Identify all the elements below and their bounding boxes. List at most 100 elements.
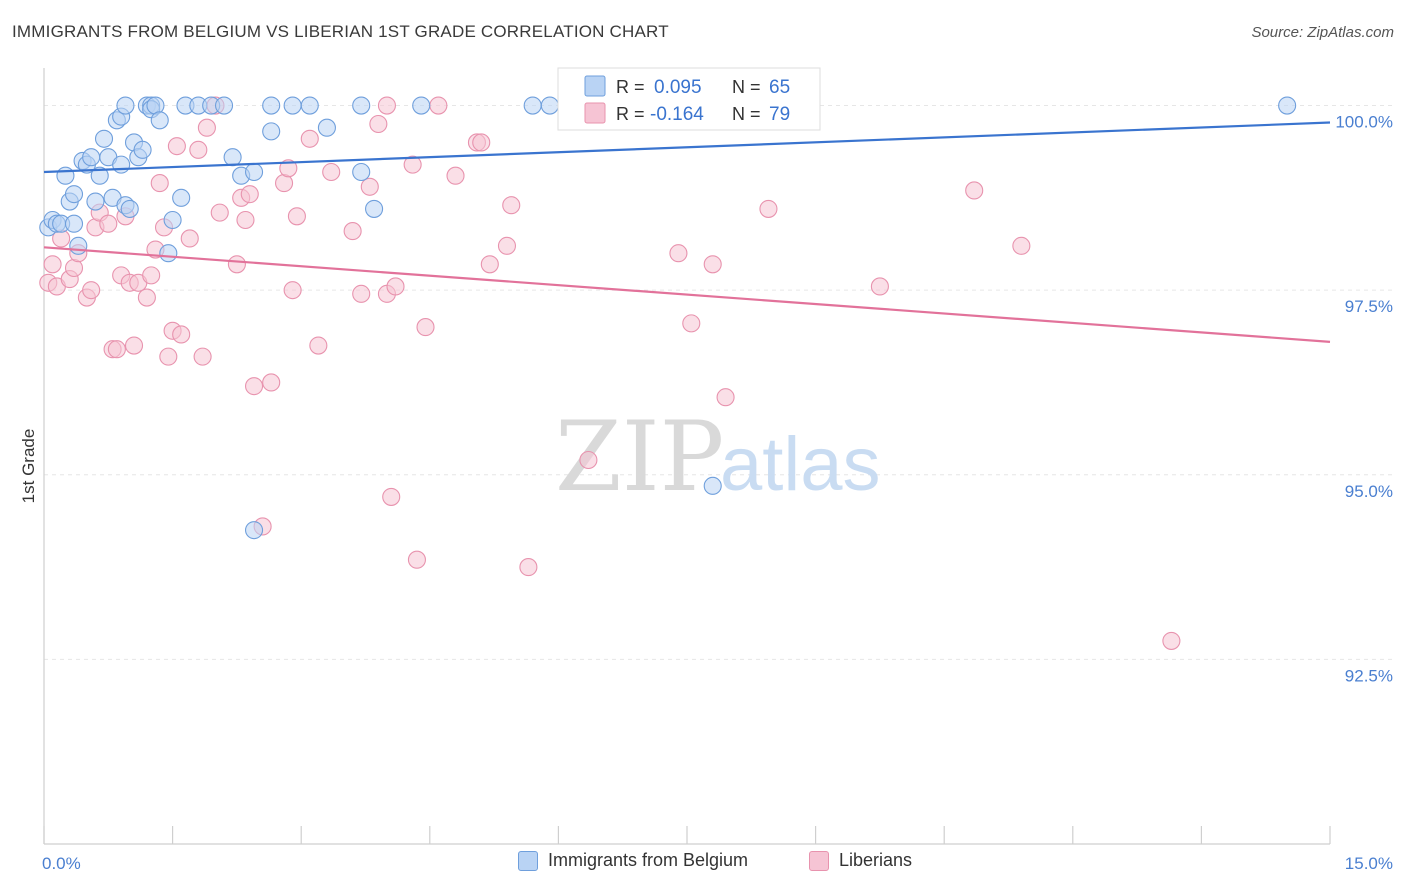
legend-r-value: -0.164 — [650, 104, 704, 125]
y-tick-label: 95.0% — [1345, 482, 1393, 501]
point-belgium — [412, 96, 431, 115]
point-belgium — [214, 96, 234, 115]
point-belgium — [703, 476, 722, 495]
axes — [43, 68, 1331, 845]
point-liberians — [407, 550, 426, 569]
point-liberians — [322, 162, 341, 182]
point-belgium — [120, 199, 139, 218]
point-belgium — [163, 210, 182, 230]
point-liberians — [870, 277, 889, 296]
point-liberians — [99, 214, 118, 233]
point-belgium — [262, 122, 281, 141]
point-liberians — [210, 203, 229, 222]
point-liberians — [142, 266, 161, 285]
trend-line-belgium — [43, 121, 1331, 174]
point-liberians — [403, 155, 422, 174]
point-liberians — [716, 388, 735, 407]
point-belgium — [94, 129, 114, 148]
y-tick-label: 100.0% — [1335, 113, 1393, 132]
legend-swatch-belgium — [518, 850, 538, 871]
point-liberians — [352, 284, 371, 303]
point-belgium — [133, 140, 152, 159]
legend-label-liberians: Liberians — [839, 850, 913, 870]
point-liberians — [287, 207, 306, 226]
point-liberians — [386, 277, 405, 296]
point-liberians — [189, 140, 208, 159]
point-belgium — [300, 96, 319, 115]
point-belgium — [317, 118, 336, 137]
point-belgium — [150, 111, 169, 130]
point-belgium — [159, 244, 178, 263]
point-liberians — [480, 255, 499, 274]
point-liberians — [279, 159, 298, 178]
point-liberians — [579, 450, 598, 470]
legend-bottom: Immigrants from Belgium Liberians — [0, 850, 1406, 878]
point-liberians — [193, 347, 212, 366]
point-liberians — [703, 255, 722, 274]
point-liberians — [43, 255, 62, 274]
tick-labels: 92.5% 95.0% 97.5% 100.0% 0.0% 15.0% — [42, 113, 1393, 873]
point-liberians — [283, 281, 302, 300]
legend-label-belgium: Immigrants from Belgium — [548, 850, 749, 870]
legend-r-label: R = — [616, 77, 645, 97]
legend-top: R = 0.095 N = 65 R = -0.164 N = 79 — [557, 67, 821, 131]
y-tick-label: 97.5% — [1345, 297, 1393, 316]
point-belgium — [540, 96, 559, 115]
legend-n-value: 79 — [769, 104, 790, 125]
point-liberians — [197, 118, 216, 137]
legend-n-label: N = — [732, 104, 761, 124]
point-belgium — [172, 188, 191, 207]
point-liberians — [300, 129, 319, 148]
trend-line-liberians — [43, 246, 1331, 343]
point-liberians — [416, 318, 435, 337]
legend-swatch-liberians — [584, 102, 606, 124]
point-belgium — [283, 96, 302, 115]
legend-item-liberians[interactable]: Liberians — [809, 850, 912, 871]
point-belgium — [223, 148, 242, 167]
point-liberians — [502, 196, 521, 215]
point-belgium — [523, 96, 542, 115]
point-belgium — [244, 521, 264, 540]
point-liberians — [240, 185, 259, 204]
point-belgium — [352, 162, 371, 182]
legend-n-label: N = — [732, 77, 761, 97]
point-belgium — [69, 236, 88, 255]
legend-n-value: 65 — [769, 77, 790, 98]
chart-title: IMMIGRANTS FROM BELGIUM VS LIBERIAN 1ST … — [12, 22, 669, 41]
point-liberians — [82, 281, 101, 300]
point-liberians — [446, 166, 465, 185]
point-liberians — [472, 133, 491, 152]
point-liberians — [150, 174, 169, 193]
point-belgium — [56, 166, 75, 185]
point-liberians — [965, 181, 984, 200]
point-belgium — [1278, 96, 1297, 115]
point-liberians — [180, 229, 199, 248]
legend-swatch-belgium — [584, 75, 606, 97]
watermark: ZIP atlas — [555, 401, 881, 513]
legend-r-label: R = — [616, 104, 645, 124]
point-liberians — [429, 96, 448, 115]
point-liberians — [519, 558, 538, 577]
point-belgium — [244, 162, 264, 182]
point-liberians — [244, 377, 264, 396]
legend-item-belgium[interactable]: Immigrants from Belgium — [518, 850, 748, 871]
point-liberians — [124, 336, 144, 355]
point-liberians — [369, 114, 388, 134]
point-liberians — [669, 244, 688, 263]
point-liberians — [172, 325, 191, 344]
point-liberians — [377, 96, 396, 115]
point-belgium — [365, 199, 384, 218]
point-liberians — [167, 137, 186, 156]
point-belgium — [82, 148, 101, 167]
point-liberians — [360, 177, 379, 196]
legend-swatch-liberians — [809, 850, 829, 871]
series-liberians — [39, 96, 1181, 650]
watermark-atlas: atlas — [720, 422, 881, 507]
point-belgium — [116, 96, 135, 115]
legend-r-value: 0.095 — [654, 77, 702, 98]
point-liberians — [159, 347, 178, 366]
trend-lines — [43, 121, 1331, 343]
point-liberians — [1162, 631, 1181, 650]
point-liberians — [107, 340, 126, 359]
